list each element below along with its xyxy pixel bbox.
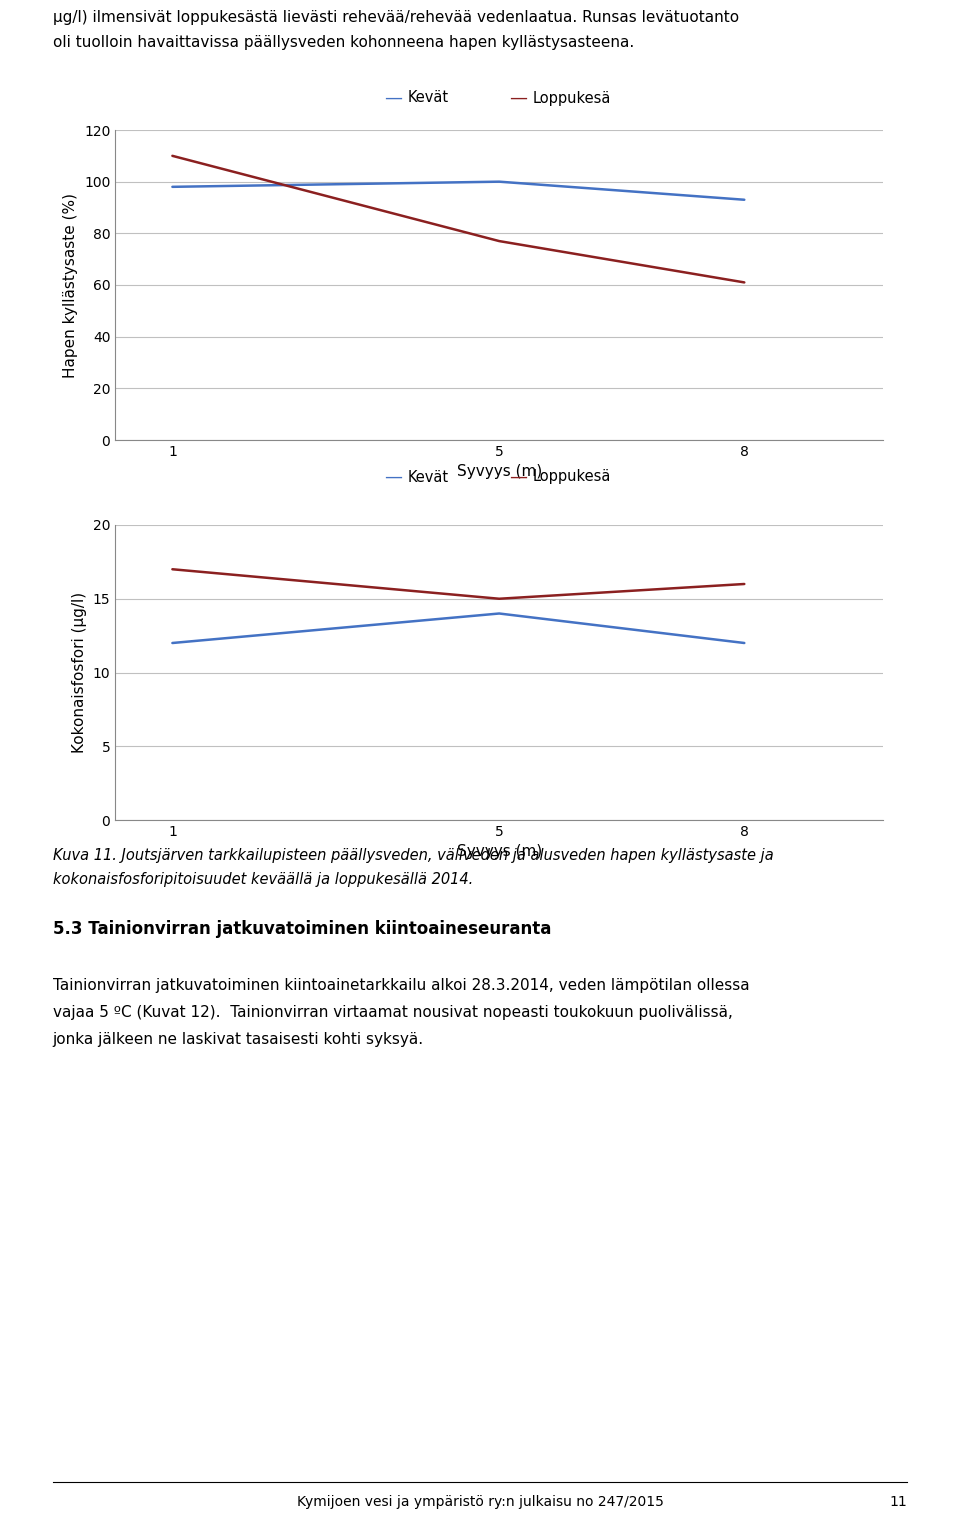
- Text: —: —: [509, 468, 527, 486]
- Text: Kuva 11. Joutsjärven tarkkailupisteen päällysveden, väliveden ja alusveden hapen: Kuva 11. Joutsjärven tarkkailupisteen pä…: [53, 848, 774, 863]
- X-axis label: Syvyys (m): Syvyys (m): [457, 845, 541, 859]
- Text: —: —: [509, 89, 527, 107]
- X-axis label: Syvyys (m): Syvyys (m): [457, 465, 541, 480]
- Text: jonka jälkeen ne laskivat tasaisesti kohti syksyä.: jonka jälkeen ne laskivat tasaisesti koh…: [53, 1031, 424, 1047]
- Text: vajaa 5 ºC (Kuvat 12).  Tainionvirran virtaamat nousivat nopeasti toukokuun puol: vajaa 5 ºC (Kuvat 12). Tainionvirran vir…: [53, 1005, 732, 1021]
- Text: Kevät: Kevät: [408, 90, 449, 105]
- Text: 5.3 Tainionvirran jatkuvatoiminen kiintoaineseuranta: 5.3 Tainionvirran jatkuvatoiminen kiinto…: [53, 920, 551, 938]
- Text: kokonaisfosforipitoisuudet keväällä ja loppukesällä 2014.: kokonaisfosforipitoisuudet keväällä ja l…: [53, 872, 473, 886]
- Text: Loppukesä: Loppukesä: [533, 469, 612, 484]
- Y-axis label: Kokonaisfosfori (μg/l): Kokonaisfosfori (μg/l): [72, 591, 87, 753]
- Text: μg/l) ilmensivät loppukesästä lievästi rehevää/rehevää vedenlaatua. Runsas levät: μg/l) ilmensivät loppukesästä lievästi r…: [53, 11, 739, 24]
- Text: Loppukesä: Loppukesä: [533, 90, 612, 105]
- Text: Kevät: Kevät: [408, 469, 449, 484]
- Text: Tainionvirran jatkuvatoiminen kiintoainetarkkailu alkoi 28.3.2014, veden lämpöti: Tainionvirran jatkuvatoiminen kiintoaine…: [53, 978, 750, 993]
- Text: —: —: [384, 89, 402, 107]
- Text: 11: 11: [890, 1494, 907, 1510]
- Text: —: —: [384, 468, 402, 486]
- Y-axis label: Hapen kyllästysaste (%): Hapen kyllästysaste (%): [63, 193, 79, 377]
- Text: oli tuolloin havaittavissa päällysveden kohonneena hapen kyllästysasteena.: oli tuolloin havaittavissa päällysveden …: [53, 35, 634, 50]
- Text: Kymijoen vesi ja ympäristö ry:n julkaisu no 247/2015: Kymijoen vesi ja ympäristö ry:n julkaisu…: [297, 1494, 663, 1510]
